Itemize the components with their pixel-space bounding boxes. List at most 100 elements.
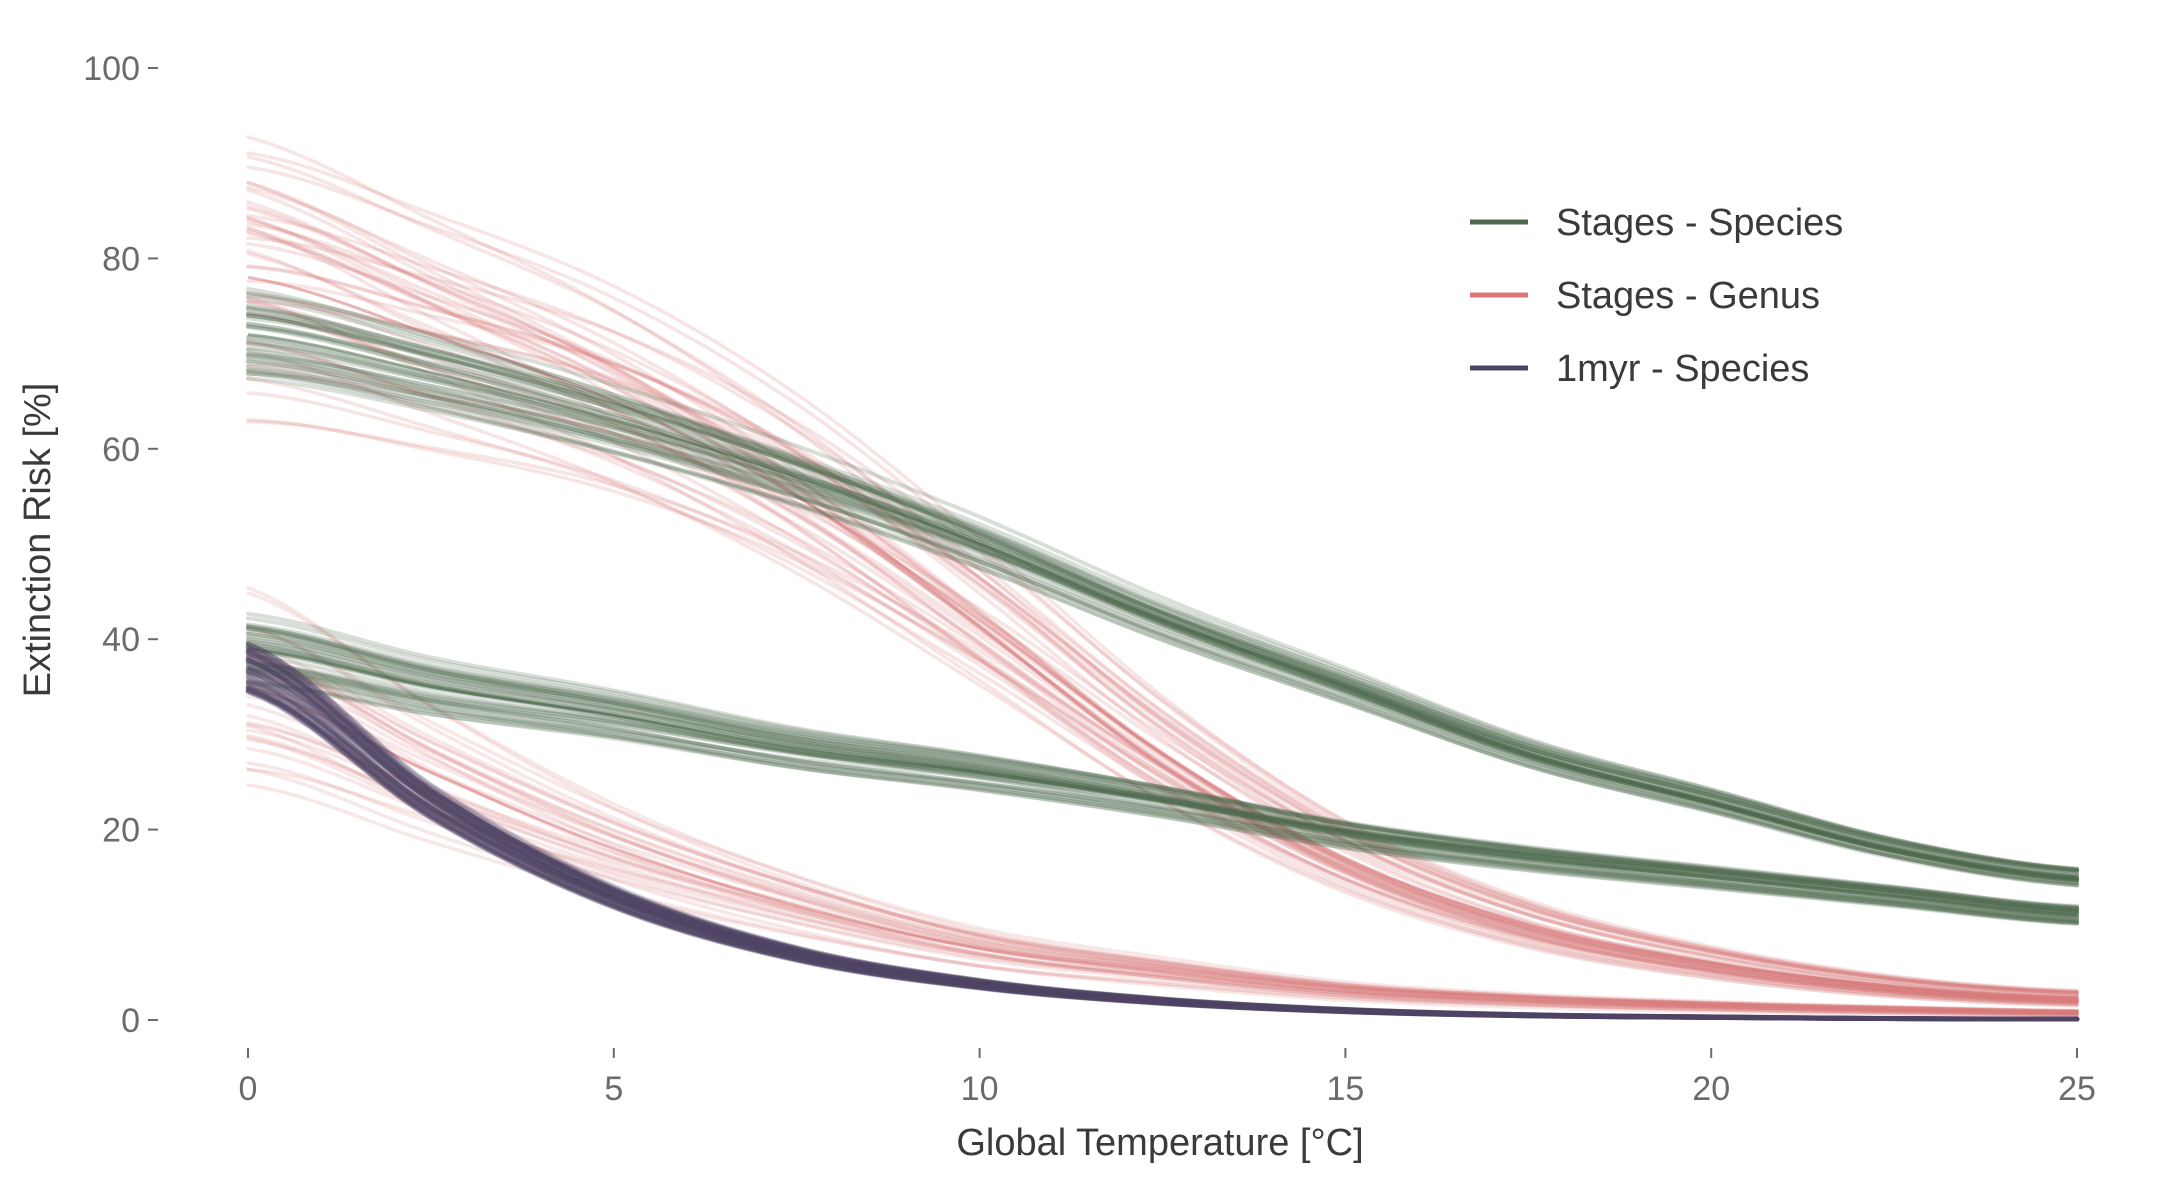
series-line: [246, 340, 2079, 882]
series-line-median: [247, 275, 2078, 1000]
series-line: [246, 376, 2079, 881]
series-line: [246, 660, 2079, 925]
series-line: [246, 728, 2079, 1014]
series-line-median: [247, 685, 2078, 1015]
series-line: [246, 265, 2079, 995]
series-line: [246, 306, 2079, 876]
series-line: [246, 306, 2079, 888]
series-line: [246, 672, 2079, 926]
series-line: [246, 303, 2079, 883]
series-line: [246, 291, 2079, 883]
series-line: [246, 286, 2079, 888]
x-axis: 0 5 10 15 20 25: [239, 1048, 2096, 1108]
series-line: [246, 295, 2079, 884]
series-line: [246, 188, 2079, 1005]
series-line: [246, 264, 2079, 995]
series-line: [246, 624, 2079, 1014]
series-line: [246, 723, 2079, 1013]
series-line: [246, 242, 2079, 997]
legend-label: 1myr - Species: [1556, 348, 1809, 390]
series-line: [246, 251, 2079, 1004]
x-tick-label: 15: [1326, 1070, 1364, 1108]
series-line: [246, 371, 2079, 873]
series-line: [246, 368, 2079, 880]
series-line: [246, 626, 2079, 1013]
series-line: [246, 249, 2079, 1007]
series-line: [246, 668, 2079, 925]
x-tick-label: 20: [1692, 1070, 1730, 1108]
series-line: [246, 342, 2079, 872]
series-line: [246, 623, 2079, 919]
series-line: [246, 311, 2079, 871]
series-line: [246, 679, 2079, 921]
series-line: [246, 659, 2079, 911]
series-line: [246, 667, 2079, 910]
legend-label: Stages - Species: [1556, 202, 1843, 244]
series-line: [246, 626, 2079, 914]
legend-item: Stages - Genus: [1470, 275, 1820, 317]
series-group: [246, 586, 2079, 1019]
series-line-median: [247, 647, 2078, 917]
series-line: [246, 723, 2079, 1019]
series-line: [246, 216, 2079, 1006]
series-group: [245, 641, 2080, 1022]
series-line: [246, 666, 2079, 1013]
series-line: [246, 767, 2079, 1013]
x-tick-label: 10: [961, 1070, 999, 1108]
series-line: [246, 359, 2079, 880]
series-line: [246, 336, 2079, 882]
series-line: [246, 279, 2079, 993]
series-line: [246, 666, 2079, 923]
y-axis: 0 20 40 60 80 100: [83, 50, 158, 1040]
series-line: [246, 644, 2079, 910]
series-group: [246, 611, 2079, 926]
y-axis-title: Extinction Risk [%]: [17, 383, 59, 698]
series-line: [246, 352, 2079, 872]
series-line: [246, 227, 2079, 1004]
series-group: [246, 135, 2079, 1008]
series-line: [246, 624, 2079, 912]
y-tick-label: 60: [102, 431, 140, 469]
series-line: [246, 310, 2079, 1002]
series-line: [246, 637, 2079, 910]
series-line: [246, 655, 2079, 1014]
series-line: [246, 313, 2079, 877]
y-tick-label: 100: [83, 50, 140, 88]
series-line: [246, 694, 2079, 1014]
series-line: [246, 616, 2079, 913]
y-tick-label: 80: [102, 240, 140, 278]
series-line: [246, 341, 2079, 1002]
series-line: [246, 354, 2079, 886]
series-line: [246, 636, 2079, 915]
series-line: [246, 419, 2079, 998]
series-line-median: [247, 666, 2077, 1021]
series-line: [246, 631, 2079, 914]
series-line: [246, 313, 2079, 877]
series-line: [246, 204, 2079, 1003]
series-line: [246, 767, 2079, 1017]
series-line: [246, 377, 2079, 1003]
series-line: [246, 165, 2079, 995]
x-tick-label: 25: [2058, 1070, 2096, 1108]
legend-item: Stages - Species: [1470, 202, 1843, 244]
y-tick-label: 0: [121, 1002, 140, 1040]
series-line: [246, 299, 2079, 1001]
series-line: [246, 391, 2079, 1001]
series-line: [246, 624, 2079, 922]
series-line: [246, 738, 2079, 1014]
series-line: [246, 639, 2079, 915]
series-line: [246, 670, 2079, 1014]
series-line: [246, 313, 2079, 882]
series-line: [246, 634, 2079, 910]
x-axis-title: Global Temperature [°C]: [956, 1122, 1363, 1164]
series-line: [246, 665, 2079, 921]
series-line-median: [247, 333, 2078, 879]
series-line: [246, 216, 2079, 1004]
series-line: [246, 300, 2079, 1005]
series-line: [246, 338, 2079, 881]
series-line: [246, 229, 2079, 1003]
series-line: [246, 662, 2079, 922]
y-tick-label: 20: [102, 812, 140, 850]
series-line: [246, 371, 2079, 886]
series-line: [246, 643, 2079, 1014]
